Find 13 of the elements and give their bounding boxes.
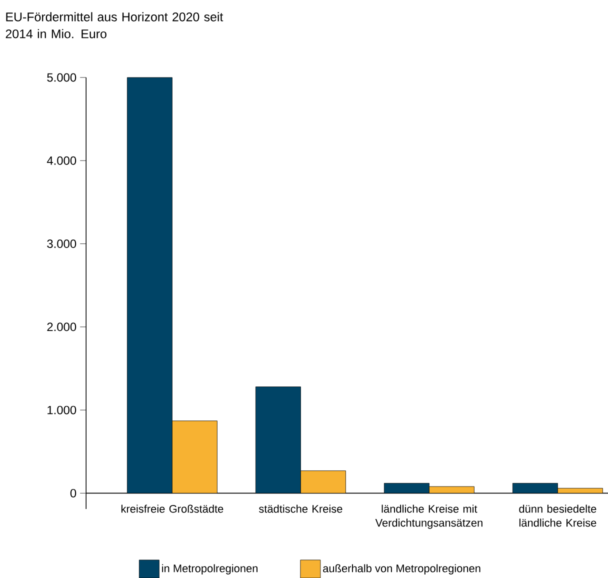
y-tick-label: 1.000 — [48, 406, 76, 414]
y-tick-label: 0 — [70, 488, 76, 498]
y-tick-label: 3.000 — [47, 240, 76, 248]
x-tick-label: kreisfreie Großstädte — [121, 504, 224, 513]
y-tick-label: 4.000 — [46, 156, 76, 165]
chart-title: EU-Fördermittel aus Horizont 2020 seit 2014 in Mio. Euro — [6, 12, 224, 38]
y-tick-label: 2.000 — [47, 322, 76, 332]
y-tick-label: 5.000 — [47, 73, 76, 82]
x-tick-label: dünn besiedelte ländliche Kreise — [519, 504, 596, 527]
x-tick-label: ländliche Kreise mit Verdichtungsansätzen — [375, 504, 482, 529]
x-tick-label: städtische Kreise — [258, 504, 342, 513]
legend-label: außerhalb von Metropolregionen — [323, 564, 480, 574]
legend-label: in Metropolregionen — [162, 564, 258, 574]
